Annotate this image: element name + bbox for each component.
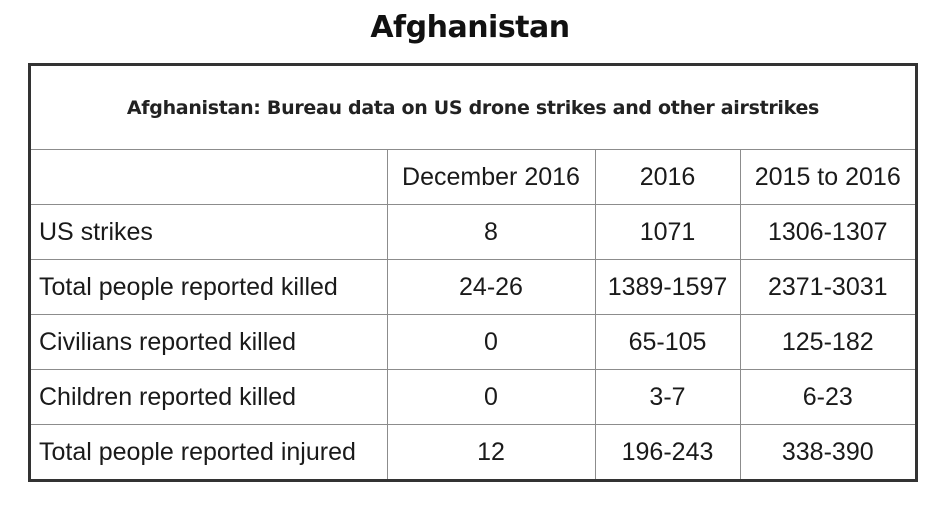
table-cell: 3-7 (594, 369, 741, 425)
table-row: Civilians reported killed 0 65-105 125-1… (31, 314, 915, 370)
table-cell: 2371-3031 (739, 259, 915, 315)
column-header-empty (31, 149, 388, 205)
table-header-row: December 2016 2016 2015 to 2016 (31, 149, 915, 205)
drone-strikes-table: Afghanistan: Bureau data on US drone str… (31, 66, 915, 479)
column-header-2016: 2016 (594, 149, 741, 205)
table-row: Total people reported killed 24-26 1389-… (31, 259, 915, 315)
row-label-total-killed: Total people reported killed (31, 259, 388, 315)
table-caption: Afghanistan: Bureau data on US drone str… (31, 66, 915, 150)
table-caption-row: Afghanistan: Bureau data on US drone str… (31, 66, 915, 150)
row-label-us-strikes: US strikes (31, 204, 388, 260)
table-cell: 1306-1307 (739, 204, 915, 260)
table-cell: 125-182 (739, 314, 915, 370)
table-cell: 8 (386, 204, 596, 260)
row-label-children-killed: Children reported killed (31, 369, 388, 425)
table-cell: 338-390 (739, 424, 915, 479)
data-table-frame: Afghanistan: Bureau data on US drone str… (28, 63, 918, 482)
page-title: Afghanistan (370, 10, 570, 45)
table-cell: 0 (386, 369, 596, 425)
table-cell: 0 (386, 314, 596, 370)
table-cell: 65-105 (594, 314, 741, 370)
table-row: US strikes 8 1071 1306-1307 (31, 204, 915, 260)
row-label-civilians-killed: Civilians reported killed (31, 314, 388, 370)
table-cell: 1071 (594, 204, 741, 260)
table-cell: 24-26 (386, 259, 596, 315)
table-cell: 12 (386, 424, 596, 479)
table-row: Total people reported injured 12 196-243… (31, 424, 915, 479)
table-cell: 6-23 (739, 369, 915, 425)
table-cell: 196-243 (594, 424, 741, 479)
column-header-2015-to-2016: 2015 to 2016 (739, 149, 915, 205)
row-label-total-injured: Total people reported injured (31, 424, 388, 479)
column-header-december-2016: December 2016 (386, 149, 596, 205)
table-cell: 1389-1597 (594, 259, 741, 315)
table-row: Children reported killed 0 3-7 6-23 (31, 369, 915, 425)
